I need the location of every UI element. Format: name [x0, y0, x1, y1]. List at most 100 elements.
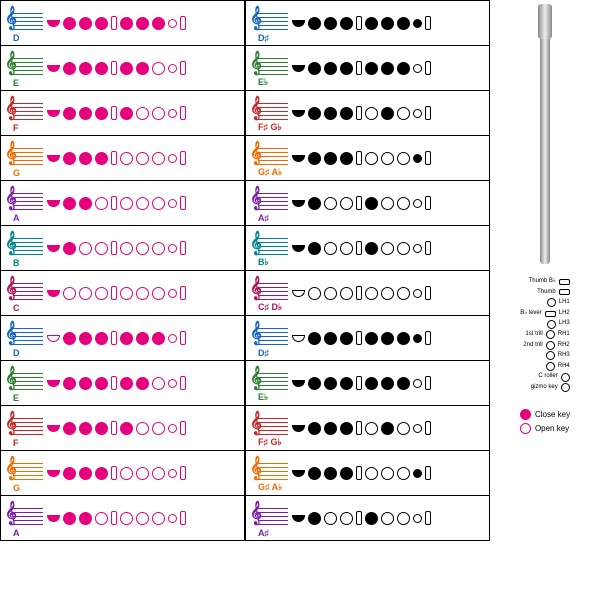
- flute-image: [540, 4, 550, 264]
- note-label: D♯: [258, 348, 269, 358]
- fingering: [292, 241, 485, 255]
- fingering: [47, 151, 240, 165]
- note-label: D: [13, 33, 20, 43]
- fingering: [292, 286, 485, 300]
- note-label: E♭: [258, 392, 268, 403]
- note-label: C♯ D♭: [258, 302, 282, 313]
- staff: 𝄞D: [5, 320, 43, 356]
- staff: 𝄞A: [5, 500, 43, 536]
- fingering-row: 𝄞G♯ A♭: [245, 135, 490, 181]
- fingering: [292, 151, 485, 165]
- open-key-icon: [520, 423, 531, 434]
- fingering-row: 𝄞E: [0, 360, 245, 406]
- note-label: F: [13, 438, 19, 448]
- note-label: D: [13, 348, 20, 358]
- fingering: [292, 376, 485, 390]
- fingering-row: 𝄞G♯ A♭: [245, 450, 490, 496]
- fingering-row: 𝄞D♯: [245, 315, 490, 361]
- staff: 𝄞E♭: [250, 365, 288, 401]
- note-label: B: [13, 258, 20, 268]
- fingering-row: 𝄞F♯ G♭: [245, 90, 490, 136]
- fingering: [292, 511, 485, 525]
- note-label: F♯ G♭: [258, 122, 282, 133]
- fingering: [47, 286, 240, 300]
- note-label: G♯ A♭: [258, 167, 282, 178]
- fingering-row: 𝄞G: [0, 135, 245, 181]
- fingering: [47, 241, 240, 255]
- key-diagram-row: LH1: [520, 298, 570, 308]
- key-diagram-row: RH3: [520, 351, 570, 361]
- fingering: [292, 466, 485, 480]
- fingering: [47, 106, 240, 120]
- note-label: G♯ A♭: [258, 482, 282, 493]
- staff: 𝄞E♭: [250, 50, 288, 86]
- note-label: A: [13, 528, 20, 538]
- fingering-row: 𝄞D♯: [245, 0, 490, 46]
- staff: 𝄞A♯: [250, 500, 288, 536]
- fingering: [47, 196, 240, 210]
- sharp-notes-column: 𝄞D♯ 𝄞E♭ 𝄞F♯ G♭ 𝄞G♯ A♭ 𝄞A♯ 𝄞B♭ 𝄞C♯ D♭ 𝄞D♯ 𝄞E♭ 𝄞F♯ …: [245, 0, 490, 600]
- staff: 𝄞D♯: [250, 320, 288, 356]
- staff: 𝄞A♯: [250, 185, 288, 221]
- fingering: [292, 106, 485, 120]
- open-key-label: Open key: [535, 424, 569, 433]
- fingering: [47, 511, 240, 525]
- close-key-icon: [520, 409, 531, 420]
- note-label: E♭: [258, 77, 268, 88]
- key-diagram-row: 1st trillRH1: [520, 330, 570, 340]
- note-label: A♯: [258, 528, 269, 538]
- note-label: C: [13, 303, 20, 313]
- staff: 𝄞F♯ G♭: [250, 410, 288, 446]
- fingering-row: 𝄞G: [0, 450, 245, 496]
- key-diagram-row: 2nd trillRH2: [520, 341, 570, 351]
- fingering: [292, 16, 485, 30]
- fingering-row: 𝄞C: [0, 270, 245, 316]
- note-label: G: [13, 168, 20, 178]
- key-diagram-row: gizmo key: [520, 383, 570, 393]
- staff: 𝄞E: [5, 365, 43, 401]
- key-diagram-row: C roller: [520, 372, 570, 382]
- key-diagram: Thumb B♭ThumbLH1B♭ leverLH2LH31st trillR…: [520, 276, 570, 394]
- staff: 𝄞E: [5, 50, 43, 86]
- fingering: [47, 16, 240, 30]
- fingering-row: 𝄞F: [0, 405, 245, 451]
- note-label: A♯: [258, 213, 269, 223]
- staff: 𝄞D♯: [250, 5, 288, 41]
- fingering-row: 𝄞F: [0, 90, 245, 136]
- staff: 𝄞D: [5, 5, 43, 41]
- fingering: [47, 331, 240, 345]
- fingering-row: 𝄞A: [0, 180, 245, 226]
- staff: 𝄞G: [5, 455, 43, 491]
- staff: 𝄞A: [5, 185, 43, 221]
- fingering-row: 𝄞E♭: [245, 45, 490, 91]
- note-label: E: [13, 78, 19, 88]
- fingering: [292, 196, 485, 210]
- staff: 𝄞F: [5, 410, 43, 446]
- key-diagram-row: Thumb: [520, 288, 570, 298]
- staff: 𝄞G♯ A♭: [250, 455, 288, 491]
- close-key-label: Close key: [535, 410, 570, 419]
- fingering: [292, 421, 485, 435]
- staff: 𝄞G♯ A♭: [250, 140, 288, 176]
- staff: 𝄞C: [5, 275, 43, 311]
- staff: 𝄞C♯ D♭: [250, 275, 288, 311]
- note-label: A: [13, 213, 20, 223]
- legend: Close key Open key: [520, 406, 570, 437]
- note-label: F: [13, 123, 19, 133]
- fingering: [292, 331, 485, 345]
- staff: 𝄞G: [5, 140, 43, 176]
- fingering-row: 𝄞B: [0, 225, 245, 271]
- note-label: G: [13, 483, 20, 493]
- natural-notes-column: 𝄞D 𝄞E 𝄞F 𝄞G 𝄞A 𝄞B 𝄞C 𝄞D 𝄞E 𝄞F 𝄞G 𝄞A: [0, 0, 245, 600]
- fingering: [47, 376, 240, 390]
- note-label: B♭: [258, 257, 269, 268]
- fingering: [47, 421, 240, 435]
- key-diagram-row: B♭ leverLH2: [520, 309, 570, 319]
- fingering-row: 𝄞D: [0, 315, 245, 361]
- fingering-row: 𝄞B♭: [245, 225, 490, 271]
- fingering: [292, 61, 485, 75]
- note-label: D♯: [258, 33, 269, 43]
- fingering-row: 𝄞E: [0, 45, 245, 91]
- note-label: E: [13, 393, 19, 403]
- fingering-row: 𝄞A♯: [245, 180, 490, 226]
